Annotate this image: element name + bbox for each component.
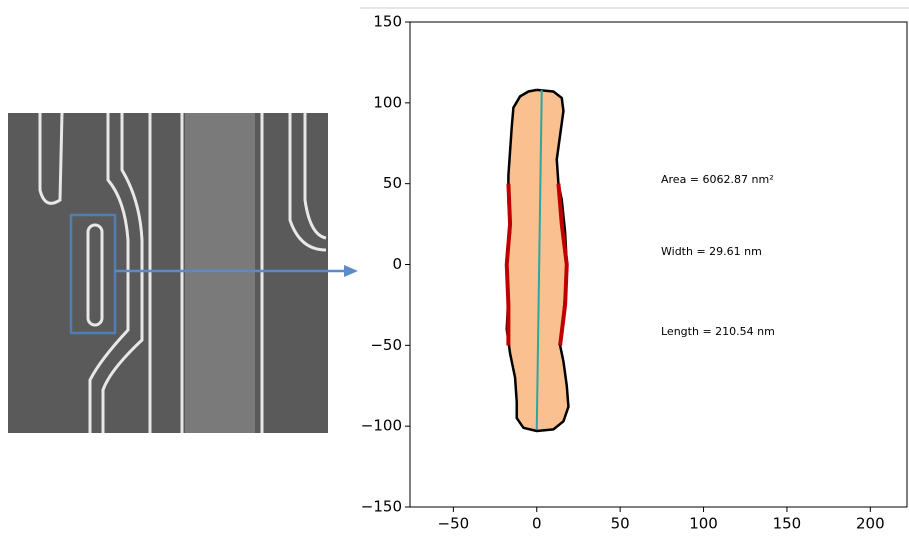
sem-image <box>8 112 358 433</box>
axes-frame <box>409 21 908 508</box>
sem-background <box>8 113 328 433</box>
y-tick-label: 150 <box>373 13 402 31</box>
arrow-head <box>344 265 358 277</box>
y-tick-label: −50 <box>370 336 402 354</box>
line <box>504 183 513 346</box>
highlight-box <box>69 213 117 335</box>
x-tick-label: 100 <box>689 515 718 533</box>
y-tick-label: 100 <box>373 93 402 111</box>
shape-outline <box>505 88 570 433</box>
x-tick-label: −50 <box>438 515 470 533</box>
x-tick-label: 200 <box>856 515 885 533</box>
sem-lines <box>38 112 327 433</box>
plot: −50 0 50 100 150 200 −150 −100 −50 0 50 100 150 Area … <box>361 13 908 533</box>
line <box>556 183 569 346</box>
x-tick-label: 50 <box>611 515 630 533</box>
line <box>535 89 543 430</box>
y-tick-label: 0 <box>392 255 402 273</box>
y-tick-label: −150 <box>361 498 402 516</box>
sem-band <box>185 113 255 433</box>
shape-fill <box>506 89 569 432</box>
annotation: Width = 29.61 nm <box>661 245 762 258</box>
x-tick-label: 0 <box>532 515 542 533</box>
annotation: Length = 210.54 nm <box>661 325 775 338</box>
annotation: Area = 6062.87 nm² <box>661 173 774 186</box>
x-tick-label: 150 <box>773 515 802 533</box>
y-tick-label: −100 <box>361 417 402 435</box>
y-tick-label: 50 <box>383 174 402 192</box>
